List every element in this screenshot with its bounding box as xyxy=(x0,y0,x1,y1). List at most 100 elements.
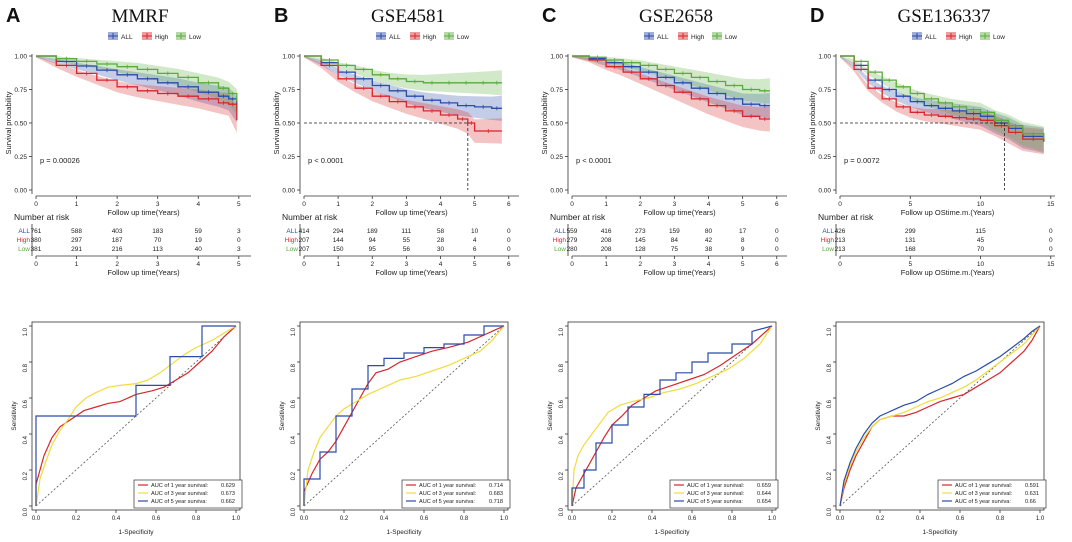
roc-y-tick-label: 0.8 xyxy=(559,363,565,372)
roc-y-tick-label: 0.2 xyxy=(291,471,297,480)
roc-x-tick-label: 0.2 xyxy=(876,516,885,522)
km-y-label: Survival probability xyxy=(272,91,281,154)
risk-count: 207 xyxy=(299,246,310,253)
roc-y-tick-label: 0.4 xyxy=(291,435,297,444)
km-y-tick-label: 0.00 xyxy=(818,188,831,195)
km-x-tick-label: 1 xyxy=(75,201,79,208)
risk-x-tick-label: 4 xyxy=(439,261,443,268)
km-x-tick-label: 10 xyxy=(977,201,985,208)
risk-table-title: Number at risk xyxy=(14,212,70,222)
risk-x-tick-label: 0 xyxy=(570,261,574,268)
risk-row-label-low: Low xyxy=(286,246,298,253)
roc-x-tick-label: 0.6 xyxy=(152,516,161,522)
risk-row-label-high: High xyxy=(821,237,835,244)
roc-legend-auc: 0.654 xyxy=(757,499,771,505)
risk-count: 761 xyxy=(31,228,42,235)
roc-y-tick-label: 0.0 xyxy=(291,507,297,516)
risk-x-tick-label: 15 xyxy=(1047,261,1055,268)
km-pvalue: p < 0.0001 xyxy=(576,156,612,165)
legend-label-high: High xyxy=(691,34,705,41)
risk-count: 10 xyxy=(471,228,479,235)
roc-y-tick-label: 0.4 xyxy=(559,435,565,444)
km-ci-band-high xyxy=(36,56,237,133)
roc-x-tick-label: 1.0 xyxy=(768,516,777,522)
roc-x-tick-label: 0.8 xyxy=(728,516,737,522)
roc-diagonal xyxy=(35,325,237,507)
roc-x-tick-label: 0.0 xyxy=(300,516,309,522)
roc-diagonal xyxy=(839,325,1041,507)
roc-legend-auc: 0.644 xyxy=(757,491,771,497)
legend-label-low: Low xyxy=(457,34,469,41)
km-ci-band-high xyxy=(572,56,770,132)
risk-x-tick-label: 4 xyxy=(707,261,711,268)
km-curve-high xyxy=(840,55,1045,142)
km-y-tick-label: 0.25 xyxy=(818,154,831,161)
roc-curve-blue xyxy=(35,325,236,506)
roc-legend-label: AUC of 3 year survival: xyxy=(687,491,745,497)
roc-y-tick-label: 0.8 xyxy=(23,363,29,372)
km-y-tick-label: 0.25 xyxy=(282,154,295,161)
roc-y-tick-label: 0.6 xyxy=(559,399,565,408)
risk-row-label-high: High xyxy=(17,237,31,244)
roc-legend-label: AUC of 1 year survival: xyxy=(687,483,745,489)
risk-count: 189 xyxy=(367,228,378,235)
panel-letter: C xyxy=(542,5,556,27)
risk-x-tick-label: 6 xyxy=(775,261,779,268)
roc-x-tick-label: 0.0 xyxy=(32,516,41,522)
risk-count: 145 xyxy=(635,237,646,244)
km-x-tick-label: 2 xyxy=(638,201,642,208)
km-ci-band-high xyxy=(840,56,1044,155)
legend-label-all: ALL xyxy=(657,34,669,41)
risk-count: 4 xyxy=(473,237,477,244)
roc-legend-label: AUC of 3 year survival: xyxy=(955,491,1013,497)
km-x-tick-label: 5 xyxy=(237,201,241,208)
roc-y-label: Sensitivity xyxy=(11,401,18,431)
km-y-tick-label: 0.50 xyxy=(550,121,563,128)
risk-count: 8 xyxy=(741,237,745,244)
km-curve-all xyxy=(36,55,238,110)
km-x-tick-label: 2 xyxy=(115,201,119,208)
roc-legend-box xyxy=(133,479,243,509)
km-x-tick-label: 0 xyxy=(34,201,38,208)
risk-count: 9 xyxy=(741,246,745,253)
risk-count: 183 xyxy=(152,228,163,235)
roc-legend-label: AUC of 5 year surviva: xyxy=(419,499,475,505)
risk-x-tick-label: 5 xyxy=(741,261,745,268)
roc-legend-label: AUC of 1 year survival: xyxy=(151,483,209,489)
risk-count: 115 xyxy=(975,228,986,235)
km-y-tick-label: 1.00 xyxy=(14,54,27,61)
risk-count: 159 xyxy=(669,228,680,235)
km-y-tick-label: 0.75 xyxy=(282,87,295,94)
risk-count: 168 xyxy=(905,246,916,253)
panel-letter: B xyxy=(274,5,288,27)
roc-legend-auc: 0.659 xyxy=(757,483,771,489)
km-curve-high xyxy=(304,55,502,132)
risk-x-tick-label: 3 xyxy=(673,261,677,268)
roc-x-tick-label: 0.6 xyxy=(688,516,697,522)
risk-count: 294 xyxy=(333,228,344,235)
risk-count: 59 xyxy=(195,228,203,235)
roc-y-tick-label: 0.4 xyxy=(23,435,29,444)
legend-label-high: High xyxy=(959,34,973,41)
roc-x-tick-label: 0.2 xyxy=(608,516,617,522)
km-x-tick-label: 6 xyxy=(775,201,779,208)
km-x-tick-label: 0 xyxy=(570,201,574,208)
roc-y-tick-label: 0.8 xyxy=(291,363,297,372)
risk-count: 279 xyxy=(567,237,578,244)
roc-x-tick-label: 0.6 xyxy=(956,516,965,522)
roc-x-tick-label: 0.6 xyxy=(420,516,429,522)
roc-x-label: 1-Specificity xyxy=(386,529,422,536)
roc-legend-auc: 0.631 xyxy=(1025,491,1039,497)
risk-count: 380 xyxy=(31,237,42,244)
risk-count: 128 xyxy=(635,246,646,253)
panel-letter: D xyxy=(810,5,824,27)
risk-count: 45 xyxy=(977,237,985,244)
km-x-tick-label: 5 xyxy=(473,201,477,208)
risk-count: 38 xyxy=(705,246,713,253)
roc-legend-auc: 0.683 xyxy=(489,491,503,497)
risk-count: 0 xyxy=(507,246,511,253)
risk-count: 187 xyxy=(112,237,123,244)
km-curve-low xyxy=(36,55,238,102)
